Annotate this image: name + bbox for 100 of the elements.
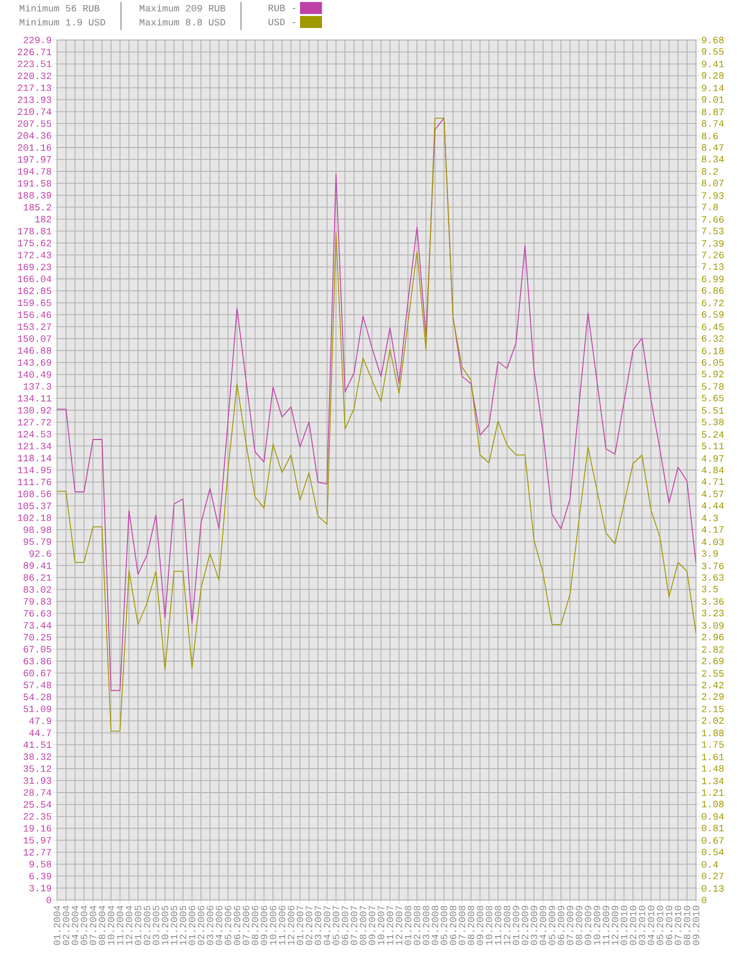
y2-tick-label: 7.39 — [702, 240, 724, 247]
x-tick-label: 03.2008 — [422, 906, 430, 945]
y2-tick-label: 4.71 — [702, 478, 724, 485]
x-tick-label: 10.2006 — [270, 906, 276, 945]
y-tick-label: 182 — [35, 216, 52, 222]
x-tick-label: 01.2009 — [512, 906, 520, 945]
x-tick-label: 02.2007 — [306, 906, 312, 945]
y2-tick-label: 1.34 — [702, 778, 724, 784]
x-tick-label: 11.2006 — [278, 906, 286, 945]
y-tick-label: 137.3 — [24, 383, 52, 390]
x-tick-label: 11.2007 — [386, 906, 394, 945]
y-tick-label: 169.23 — [18, 264, 52, 270]
y-tick-label: 83.02 — [24, 586, 52, 593]
x-tick-label: 11.2009 — [602, 906, 610, 945]
x-tick-label: 07.2006 — [242, 906, 250, 945]
x-tick-label: 05.2006 — [224, 906, 232, 945]
y2-tick-label: 0.67 — [702, 837, 724, 844]
y-tick-label: 134.11 — [18, 395, 52, 402]
y-tick-label: 98.98 — [24, 526, 52, 533]
y-tick-label: 178.81 — [18, 228, 52, 234]
y2-tick-label: 0.4 — [702, 861, 718, 868]
y2-tick-label: 8.87 — [702, 108, 724, 116]
y2-tick-label: 1.88 — [702, 730, 724, 736]
y-tick-label: 51.09 — [24, 706, 52, 712]
x-tick-label: 03.2007 — [314, 906, 322, 945]
y2-tick-label: 8.47 — [702, 144, 724, 151]
y2-tick-label: 0.13 — [702, 885, 724, 892]
x-tick-label: 04.2010 — [648, 906, 654, 945]
y-tick-label: 15.97 — [24, 837, 52, 844]
y-tick-label: 25.54 — [24, 801, 52, 808]
y-tick-label: 54.28 — [24, 694, 52, 700]
x-tick-label: 08.2008 — [468, 906, 474, 945]
x-tick-label: 04.2004 — [72, 906, 78, 945]
y-tick-label: 108.56 — [18, 490, 52, 498]
y-tick-label: 194.78 — [18, 168, 52, 175]
y2-tick-label: 5.51 — [702, 407, 724, 414]
x-tick-label: 08.2004 — [98, 906, 106, 945]
x-tick-label: 10.2007 — [378, 906, 384, 945]
y2-tick-label: 2.55 — [702, 670, 724, 677]
y2-tick-label: 3.9 — [702, 550, 718, 557]
y-tick-label: 217.13 — [18, 84, 52, 92]
y2-tick-label: 6.59 — [702, 311, 724, 318]
y-tick-label: 166.04 — [18, 276, 52, 282]
x-tick-label: 12.2006 — [288, 906, 294, 945]
y2-tick-label: 1.75 — [702, 741, 724, 748]
y-tick-label: 121.34 — [18, 442, 52, 450]
y2-tick-label: 9.28 — [702, 72, 724, 79]
x-tick-label: 09.2006 — [260, 906, 268, 945]
x-tick-label: 06.2009 — [558, 906, 564, 945]
x-tick-label: 12.2009 — [612, 906, 618, 945]
x-tick-label: 02.2008 — [414, 906, 420, 945]
y-tick-label: 47.9 — [29, 718, 52, 724]
y-tick-label: 114.95 — [18, 466, 52, 474]
y2-tick-label: 4.84 — [702, 466, 724, 474]
y-tick-label: 3.19 — [29, 884, 52, 892]
x-tick-label: 03.2005 — [152, 906, 160, 945]
x-tick-label: 01.2004 — [54, 906, 60, 945]
y2-tick-label: 0.54 — [702, 848, 724, 856]
y2-tick-label: 8.6 — [702, 132, 718, 140]
y-tick-label: 191.58 — [18, 180, 52, 187]
y-tick-label: 95.79 — [24, 538, 52, 545]
x-tick-label: 12.2007 — [396, 906, 402, 945]
y-tick-label: 197.97 — [18, 156, 52, 163]
x-tick-label: 04.2007 — [324, 906, 330, 945]
x-tick-label: 02.2006 — [198, 906, 204, 945]
y2-tick-label: 0.27 — [702, 872, 724, 880]
y-tick-label: 210.74 — [18, 108, 52, 115]
x-tick-label: 02.2004 — [62, 906, 70, 945]
y2-tick-label: 7.13 — [702, 263, 724, 270]
y2-tick-label: 9.41 — [702, 60, 724, 68]
y-tick-label: 220.32 — [18, 72, 52, 80]
y-tick-label: 63.86 — [24, 658, 52, 664]
y2-tick-label: 4.17 — [702, 526, 724, 533]
y2-tick-label: 7.66 — [702, 216, 724, 223]
x-tick-label: 11.2004 — [116, 906, 124, 945]
x-tick-label: 11.2005 — [170, 906, 178, 945]
y2-tick-label: 2.96 — [702, 634, 724, 640]
x-tick-label: 10.2004 — [108, 906, 114, 945]
y2-tick-label: 9.01 — [702, 96, 724, 103]
y-tick-label: 226.71 — [18, 48, 52, 56]
y2-tick-label: 7.53 — [702, 228, 724, 234]
y-tick-label: 201.16 — [18, 144, 52, 151]
x-tick-label: 06.2007 — [342, 906, 348, 945]
y-tick-label: 9.58 — [29, 860, 52, 868]
x-tick-label: 06.2010 — [666, 906, 672, 945]
y-tick-label: 185.2 — [24, 204, 52, 210]
y2-tick-label: 4.57 — [702, 490, 724, 498]
y-tick-label: 79.83 — [24, 598, 52, 605]
x-tick-label: 03.2009 — [530, 906, 538, 945]
y-tick-label: 172.43 — [18, 252, 52, 258]
y-tick-label: 86.21 — [24, 574, 52, 581]
y-tick-label: 127.72 — [18, 419, 52, 426]
y-tick-label: 102.18 — [18, 514, 52, 522]
y2-tick-label: 2.02 — [702, 717, 724, 724]
x-tick-label: 09.2008 — [476, 906, 484, 945]
y2-tick-label: 0.94 — [702, 813, 724, 820]
y-tick-label: 6.39 — [29, 872, 52, 880]
y-tick-label: 143.69 — [18, 359, 52, 366]
x-tick-label: 01.2010 — [620, 906, 628, 945]
y2-tick-label: 4.3 — [702, 514, 718, 522]
